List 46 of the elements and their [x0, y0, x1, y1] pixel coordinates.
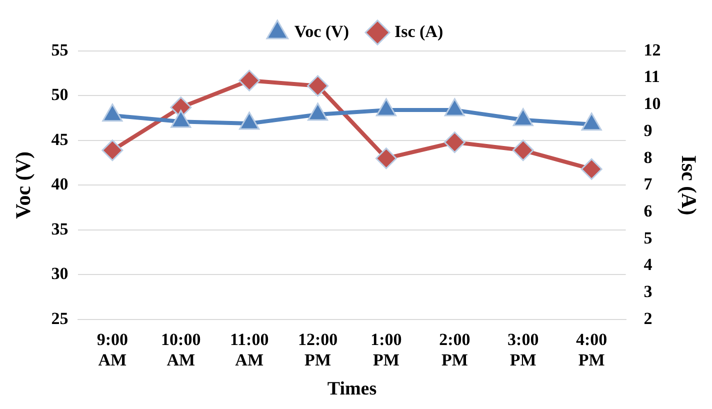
point [238, 70, 260, 92]
y2-tick-label: 11 [644, 67, 660, 86]
y2-tick-label: 10 [644, 94, 661, 114]
x-tick-label: 9:00 AM [96, 330, 128, 370]
point [308, 102, 328, 121]
y2-tick-label: 3 [644, 282, 652, 301]
x-tick-label: 2:00 PM [439, 330, 470, 370]
point [170, 110, 192, 128]
point [580, 158, 602, 180]
point [102, 140, 124, 162]
y-tick-label: 50 [51, 85, 68, 104]
x-tick-label: 3:00 PM [508, 330, 539, 370]
x-tick-label: 10:00 AM [161, 330, 201, 370]
point [307, 75, 329, 97]
point [512, 108, 534, 126]
y-tick-label: 25 [51, 308, 68, 328]
y2-tick-label: 9 [644, 120, 652, 140]
x-tick-label: 1:00 PM [370, 330, 402, 370]
y2-tick-label: 12 [644, 40, 661, 60]
y-tick-label: 30 [51, 264, 68, 284]
point [444, 98, 465, 116]
point [581, 112, 602, 131]
y-tick-label: 40 [51, 174, 68, 194]
y2-tick-label: 8 [644, 148, 652, 167]
point [512, 140, 534, 162]
point [102, 104, 123, 122]
point [444, 132, 466, 154]
y-tick-label: 55 [51, 40, 68, 60]
y-tick-label: 35 [51, 219, 68, 238]
legend-label: Isc (A) [394, 22, 444, 41]
x-tick-label: 12:00 PM [298, 330, 338, 370]
y2-tick-label: 4 [644, 255, 653, 274]
x-tick-label: 11:00 AM [230, 330, 269, 370]
y2-tick-label: 5 [644, 228, 652, 248]
legend-label: Voc (V) [294, 22, 350, 41]
x-axis-title: Times [327, 378, 377, 400]
x-tick-label: 4:00 PM [576, 330, 608, 370]
y-tick-label: 45 [51, 130, 68, 149]
y2-tick-label: 6 [644, 201, 652, 220]
point [376, 98, 396, 116]
point [375, 148, 397, 170]
y2-axis-title: Isc (A) [676, 155, 701, 216]
y2-tick-label: 7 [644, 174, 653, 194]
y-axis-title: Voc (V) [11, 151, 36, 219]
y2-tick-label: 2 [644, 308, 652, 328]
point [239, 112, 260, 130]
